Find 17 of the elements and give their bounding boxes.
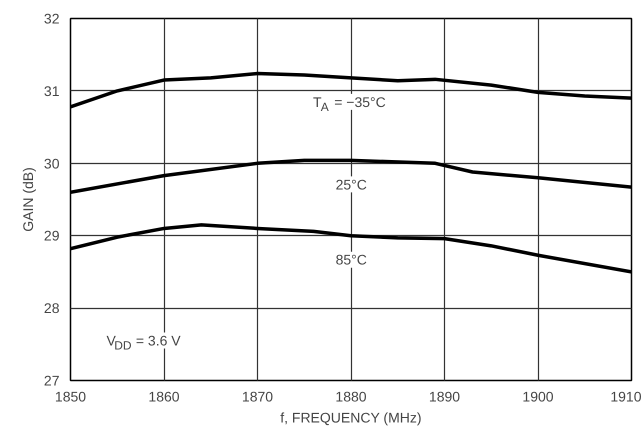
x-axis-title: f, FREQUENCY (MHz)	[280, 410, 422, 426]
y-tick-label: 31	[44, 82, 60, 99]
x-tick-label: 1870	[242, 388, 274, 404]
y-tick-label: 28	[44, 300, 60, 316]
x-tick-label: 1880	[335, 388, 367, 404]
series-label: 85°C	[336, 252, 367, 268]
y-tick-label: 29	[44, 228, 60, 244]
x-tick-label: 1860	[148, 388, 180, 404]
y-tick-label: 32	[44, 10, 60, 26]
x-tick-label: 1890	[428, 388, 460, 404]
y-axis-title: GAIN (dB)	[20, 167, 36, 232]
series-label: 25°C	[336, 176, 367, 192]
x-tick-label: 1850	[54, 388, 86, 404]
y-tick-label: 30	[44, 155, 60, 172]
y-tick-label: 27	[44, 372, 60, 388]
x-tick-label: 1910	[610, 388, 641, 404]
x-tick-label: 1900	[522, 388, 554, 404]
